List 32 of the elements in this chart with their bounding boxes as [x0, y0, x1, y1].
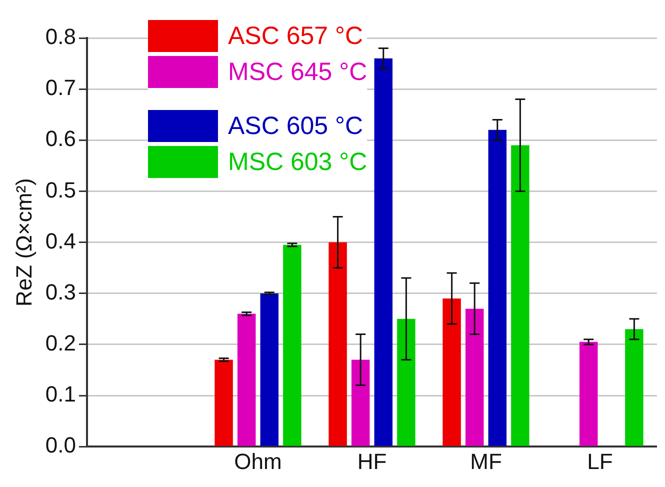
bar [237, 314, 256, 446]
bar [579, 342, 598, 446]
x-tick-label: HF [357, 448, 387, 474]
y-tick-label: 0.0 [45, 432, 76, 458]
bar [465, 308, 484, 446]
y-tick-label: 0.1 [45, 382, 76, 407]
bar [511, 145, 530, 446]
legend-label: MSC 603 °C [228, 148, 368, 176]
bar [442, 298, 461, 446]
bar [283, 244, 302, 446]
bar [351, 360, 370, 446]
bar [488, 130, 507, 446]
legend-label: ASC 657 °C [228, 22, 364, 50]
x-tick-label: Ohm [234, 448, 282, 474]
x-tick-label: LF [587, 448, 613, 474]
x-tick-label: MF [470, 448, 502, 474]
y-tick-label: 0.5 [45, 177, 76, 202]
y-tick-label: 0.6 [45, 126, 76, 152]
bar [374, 58, 393, 446]
legend-label: MSC 645 °C [228, 58, 368, 86]
y-tick-label: 0.4 [45, 228, 76, 254]
bar [328, 242, 347, 446]
y-tick-label: 0.2 [45, 330, 76, 356]
y-tick-label: 0.8 [45, 24, 76, 50]
bar [397, 318, 416, 446]
legend-label: ASC 605 °C [228, 112, 364, 140]
bar [260, 293, 279, 446]
y-tick-label: 0.3 [45, 279, 76, 304]
y-axis-title: ReZ (Ω×cm²) [11, 178, 36, 306]
bar [625, 329, 644, 446]
y-tick-label: 0.7 [45, 75, 76, 100]
bar [214, 360, 233, 446]
